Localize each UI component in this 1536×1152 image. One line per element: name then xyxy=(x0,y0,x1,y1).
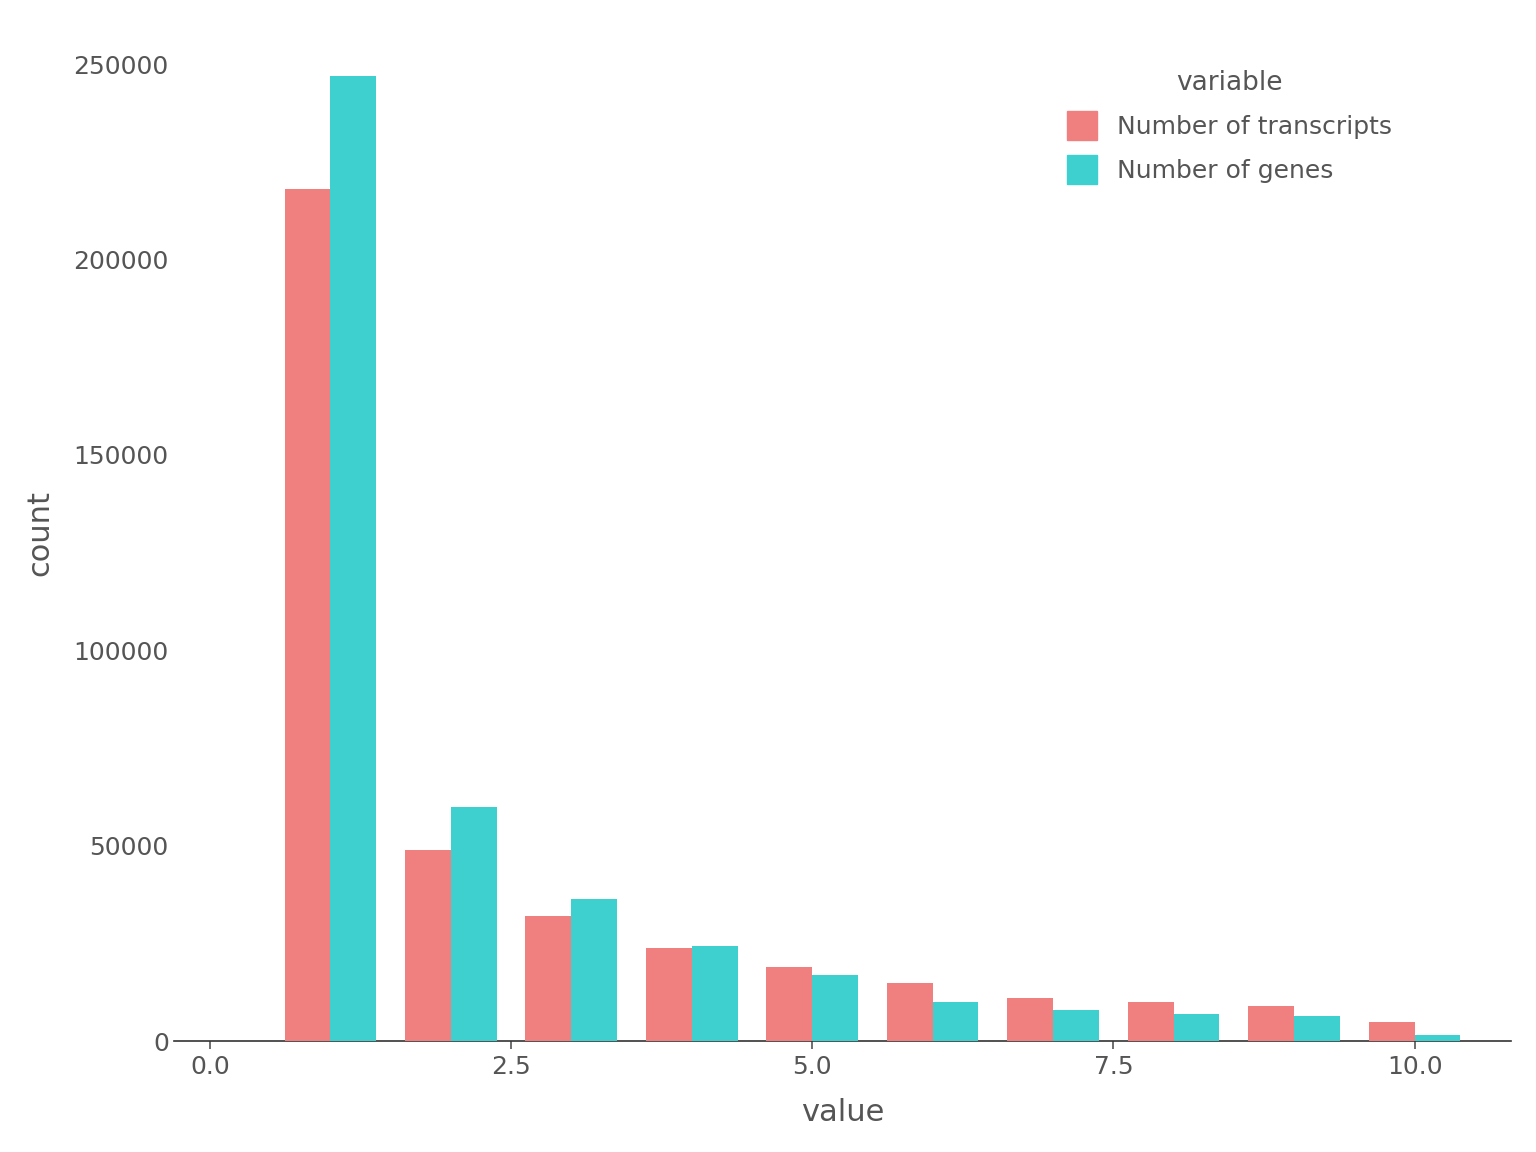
Bar xyxy=(571,899,617,1041)
Bar xyxy=(1369,1022,1415,1041)
Bar xyxy=(525,916,571,1041)
X-axis label: value: value xyxy=(800,1098,885,1127)
Y-axis label: count: count xyxy=(25,491,54,576)
Bar xyxy=(1415,1036,1461,1041)
Bar xyxy=(1127,1002,1174,1041)
Bar xyxy=(406,850,450,1041)
Bar xyxy=(647,948,691,1041)
Bar xyxy=(330,76,376,1041)
Bar xyxy=(1249,1006,1295,1041)
Bar xyxy=(813,975,859,1041)
Legend: Number of transcripts, Number of genes: Number of transcripts, Number of genes xyxy=(1055,58,1405,197)
Bar xyxy=(284,189,330,1041)
Bar xyxy=(1008,999,1054,1041)
Bar xyxy=(1295,1016,1339,1041)
Bar xyxy=(766,967,813,1041)
Bar xyxy=(1174,1014,1220,1041)
Bar xyxy=(886,983,932,1041)
Bar xyxy=(1054,1010,1098,1041)
Bar xyxy=(932,1002,978,1041)
Bar xyxy=(691,946,737,1041)
Bar xyxy=(450,806,496,1041)
